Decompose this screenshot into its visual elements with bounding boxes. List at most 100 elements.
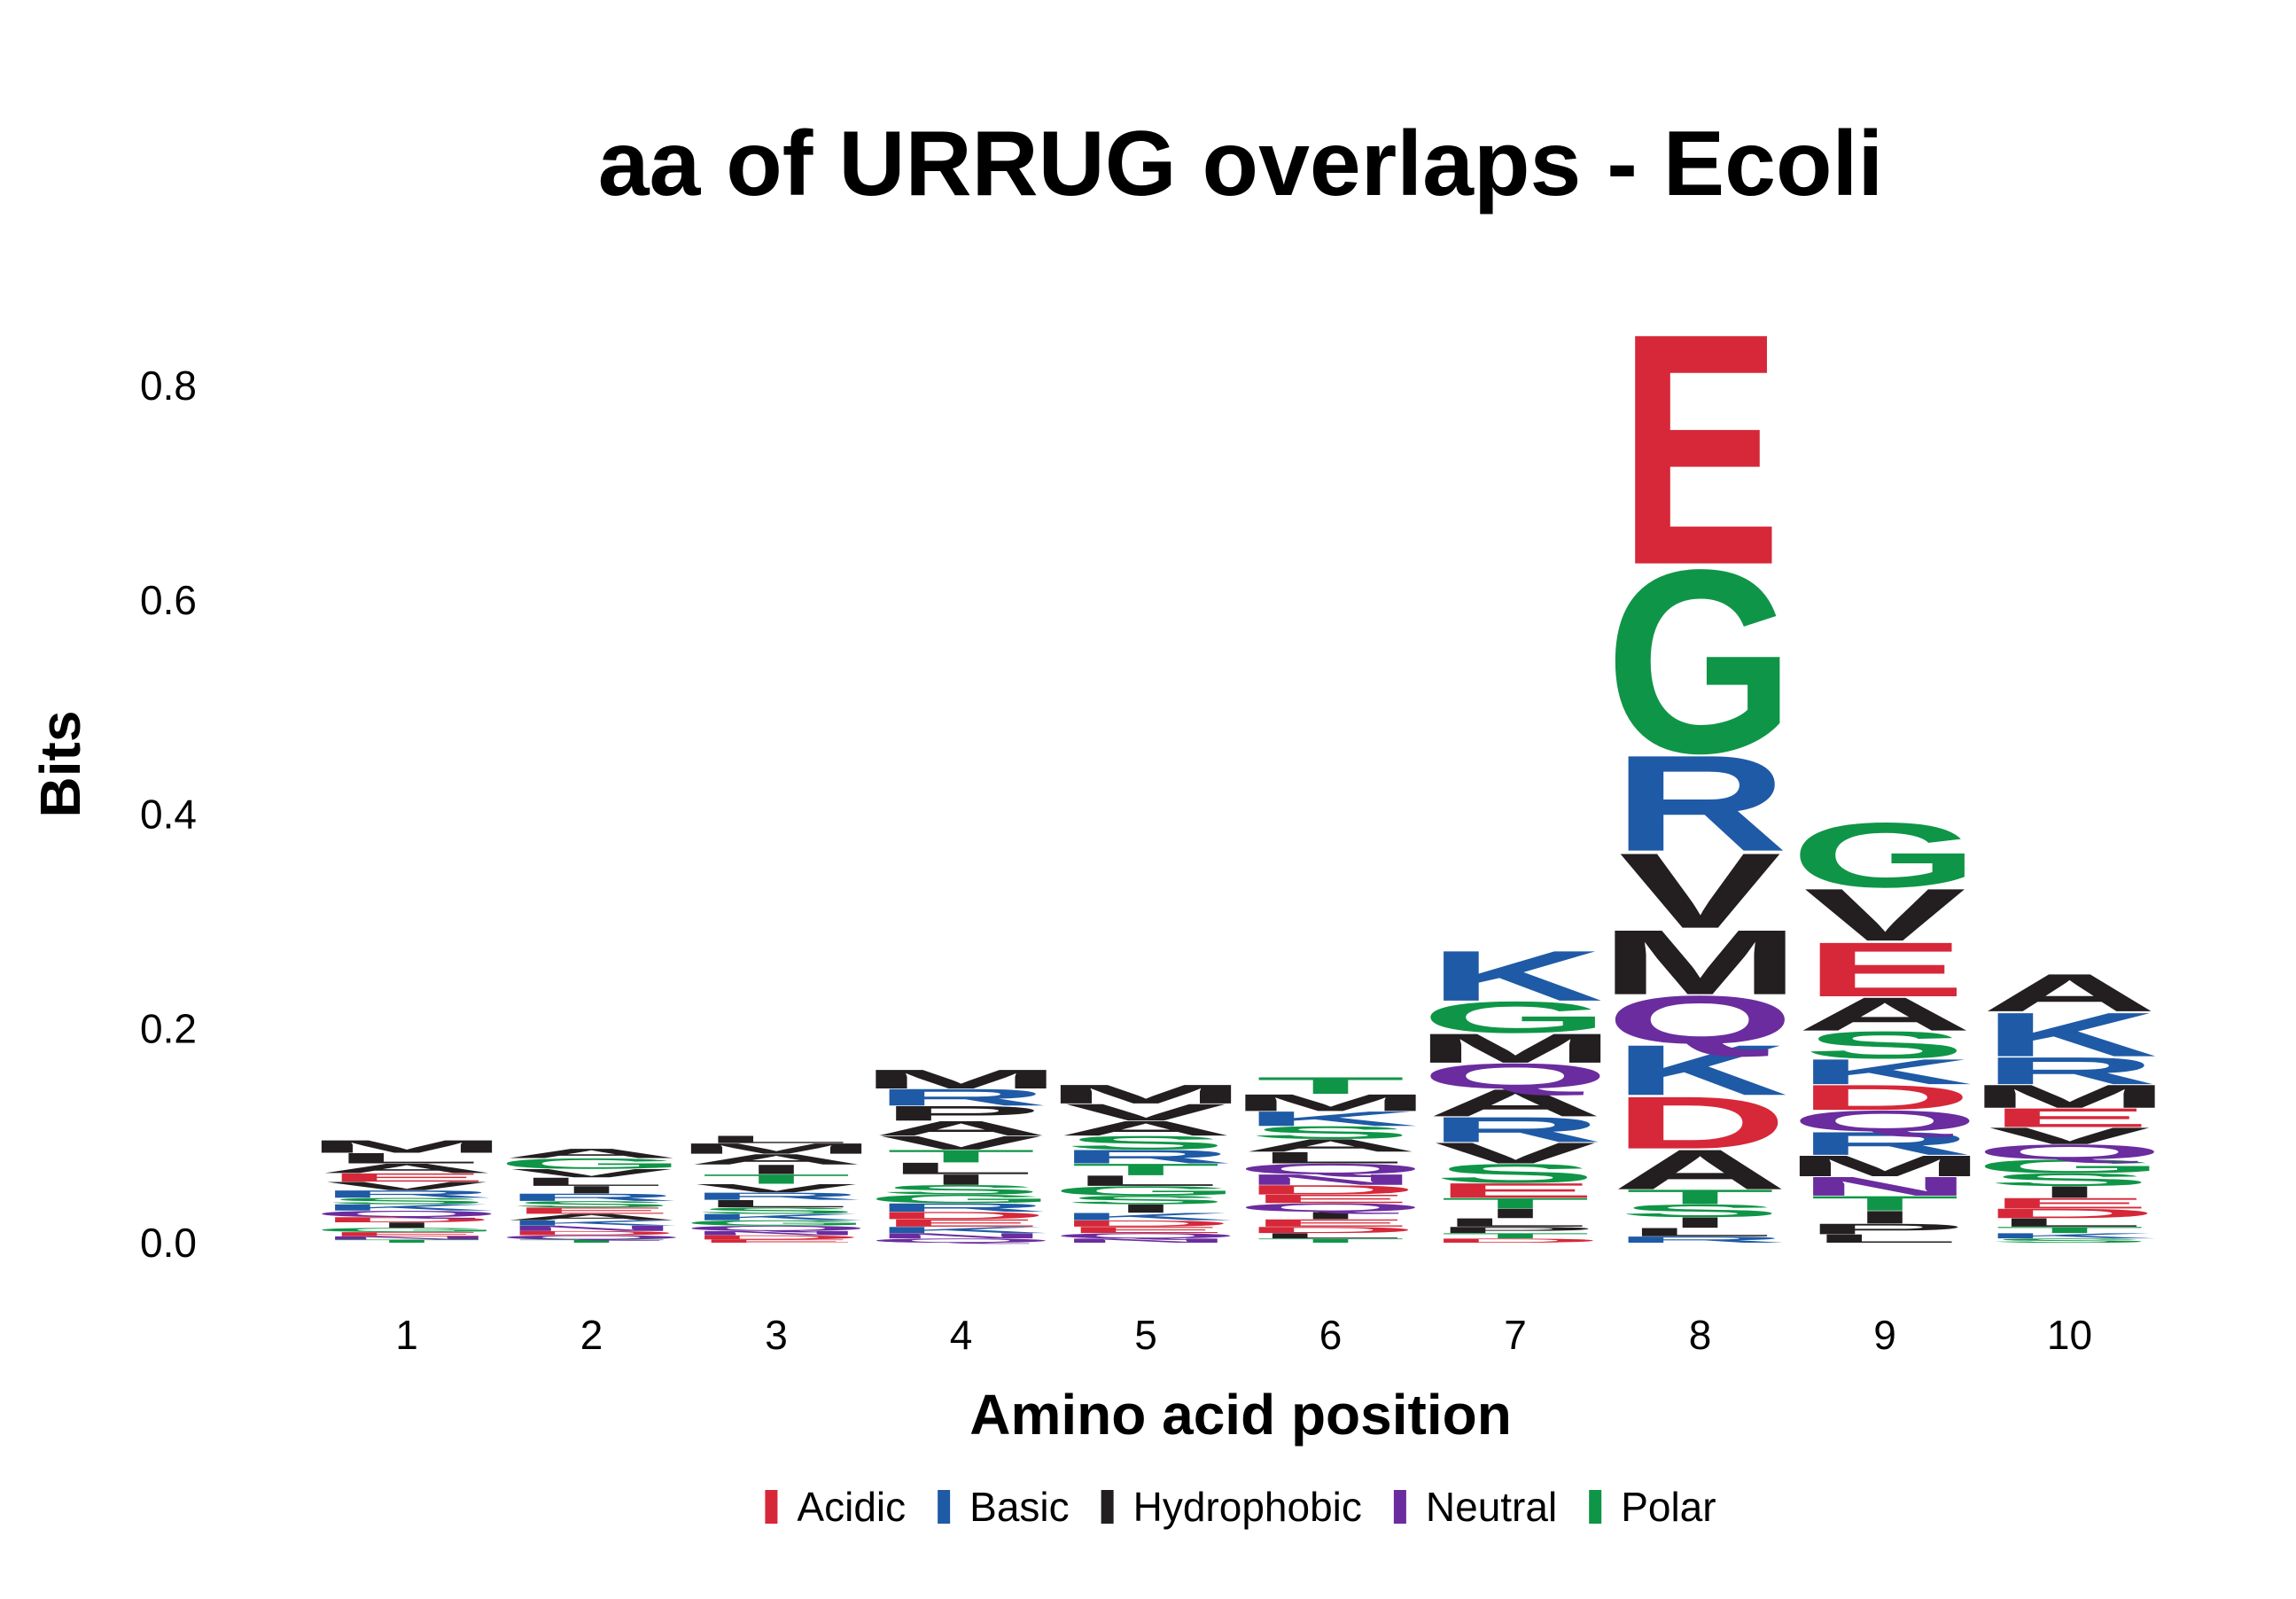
logo-letter: R [1058, 1146, 1234, 1167]
legend: Acidic Basic Hydrophobic Neutral Polar [765, 1484, 1716, 1530]
logo-letter: T [1996, 1225, 2144, 1235]
logo-letter: E [1619, 266, 1781, 634]
logo-letter: R [1981, 1049, 2158, 1093]
logo-letter: I [2035, 1183, 2103, 1202]
logo-letter: E [1434, 1179, 1596, 1202]
logo-letter: A [1981, 963, 2158, 1023]
logo-letter: E [1989, 1103, 2151, 1133]
logo-letter: A [689, 1151, 865, 1168]
logo-letter: E [695, 1238, 857, 1244]
logo-letter: M [1599, 911, 1802, 1014]
logo-letter: D [689, 1234, 865, 1240]
logo-letter: D [1058, 1219, 1234, 1228]
logo-letter: M [305, 1136, 508, 1157]
logo-letter: Q [681, 1224, 871, 1232]
logo-letter: L [518, 1175, 666, 1189]
x-tick-label: 5 [1134, 1312, 1157, 1358]
logo-letter: T [1441, 1195, 1590, 1212]
logo-letter: I [1296, 1210, 1364, 1221]
logo-letter: D [1797, 1078, 1973, 1118]
logo-letter: M [860, 1065, 1062, 1095]
logo-letter: P [1434, 1225, 1596, 1235]
logo-letter: G [1606, 516, 1795, 807]
logo-letter: K [873, 1225, 1049, 1235]
x-axis-title: Amino acid position [969, 1383, 1512, 1447]
legend-label: Polar [1621, 1484, 1716, 1530]
logo-letter: P [1803, 1221, 1965, 1237]
y-tick-label: 0.8 [140, 363, 197, 409]
logo-letter: S [695, 1205, 857, 1215]
logo-letter: I [927, 1172, 994, 1189]
logo-letter: A [1612, 1138, 1788, 1201]
logo-letter: A [503, 1146, 680, 1161]
logo-letter: V [1989, 1123, 2151, 1150]
logo-letter: K [1612, 1030, 1788, 1110]
logo-letter: D [1242, 1225, 1419, 1235]
logo-letter: L [1257, 1232, 1405, 1240]
logo-letter: K [1981, 1232, 2158, 1240]
y-tick-label: 0.0 [140, 1220, 197, 1266]
logo-letter: S [1619, 1201, 1781, 1221]
logo-letter: V [695, 1182, 857, 1195]
logo-letter: T [887, 1146, 1036, 1166]
logo-letter: T [1626, 1185, 1775, 1208]
logo-letter: M [674, 1141, 877, 1158]
logo-letter: K [1058, 1211, 1234, 1222]
logo-letter: R [503, 1191, 680, 1203]
logo-stacks: TNEGIDQKSRVEALMTQDNKAESRILVGAEDNQGKSLRVT… [305, 266, 2171, 1245]
logo-letter: I [373, 1221, 440, 1229]
logo-letter: S [1434, 1158, 1596, 1189]
logo-letter: G [1420, 992, 1610, 1041]
y-tick-label: 0.4 [140, 792, 197, 838]
logo-letter: A [1428, 1081, 1604, 1125]
logo-letter: R [1797, 1125, 1973, 1161]
logo-letter: T [1257, 1072, 1405, 1099]
x-tick-label: 2 [580, 1312, 603, 1358]
logo-letter: T [1071, 1160, 1220, 1179]
y-axis-ticks: 0.0 0.2 0.4 0.6 0.8 [140, 363, 197, 1266]
logo-letter: N [1058, 1237, 1234, 1244]
logo-letter: I [1851, 1207, 1919, 1228]
logo-letter: I [1666, 1214, 1733, 1231]
logo-letter: V [1064, 1099, 1226, 1126]
logo-letter: L [332, 1150, 481, 1166]
logo-letter: T [332, 1238, 481, 1244]
legend-label: Basic [969, 1484, 1069, 1530]
logo-letter: Q [867, 1237, 1056, 1244]
logo-letter: S [1064, 1193, 1226, 1206]
logo-letter: M [1044, 1080, 1247, 1110]
logo-letter: L [1441, 1216, 1590, 1229]
logo-letter: A [319, 1161, 495, 1176]
logo-letter: I [1112, 1202, 1179, 1215]
logo-letter: K [1981, 1000, 2158, 1070]
logo-letter: G [1790, 804, 1980, 907]
y-tick-label: 0.6 [140, 577, 197, 623]
logo-letter: M [1413, 1025, 1616, 1072]
logo-letter: E [325, 1171, 487, 1184]
logo-letter: V [1803, 874, 1965, 957]
logo-letter: E [1249, 1217, 1412, 1228]
logo-letter: P [880, 1102, 1042, 1125]
logo-letter: G [681, 1219, 871, 1227]
logo-letter: S [1989, 1237, 2151, 1244]
logo-letter: L [702, 1134, 851, 1145]
legend-swatch [1101, 1490, 1114, 1524]
logo-letter: V [1434, 1136, 1596, 1170]
logo-letter: M [1783, 1150, 1986, 1183]
logo-letter: V [510, 1166, 673, 1180]
logo-letter: T [1441, 1232, 1590, 1240]
logo-letter: E [1989, 1195, 2151, 1212]
logo-letter: A [1058, 1117, 1234, 1140]
logo-letter: D [319, 1215, 495, 1223]
logo-letter: S [510, 1199, 673, 1209]
x-tick-label: 10 [2047, 1312, 2092, 1358]
chart-title: aa of URRUG overlaps - Ecoli [598, 113, 1884, 215]
logo-letter: L [1071, 1173, 1220, 1190]
